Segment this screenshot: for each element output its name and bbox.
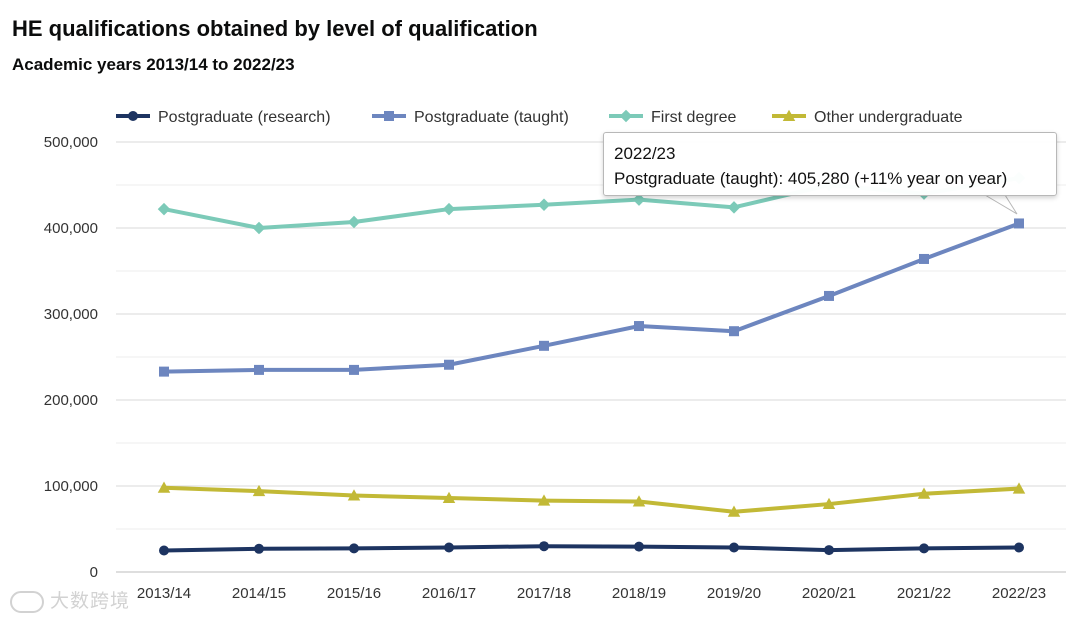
data-point[interactable] [634, 321, 644, 332]
watermark: 大数跨境 [10, 586, 130, 613]
x-tick-label: 2021/22 [897, 585, 951, 602]
y-axis: 0 100,000 200,000 300,000 400,000 500,000 [44, 134, 98, 581]
y-tick-label: 400,000 [44, 220, 98, 237]
data-point[interactable] [822, 497, 836, 510]
chart-title: HE qualifications obtained by level of q… [12, 16, 538, 41]
tooltip-arrow [983, 194, 1018, 215]
data-point[interactable] [537, 198, 551, 212]
y-tick-label: 500,000 [44, 134, 98, 151]
legend-label: Postgraduate (research) [158, 109, 331, 126]
data-point[interactable] [1012, 482, 1026, 494]
tooltip: 2022/23 Postgraduate (taught): 405,280 (… [603, 132, 1057, 196]
data-point[interactable] [537, 494, 551, 506]
x-tick-label: 2016/17 [422, 585, 476, 602]
y-tick-label: 0 [90, 564, 98, 581]
data-point[interactable] [159, 366, 169, 377]
tooltip-value: Postgraduate (taught): 405,280 (+11% yea… [614, 169, 1008, 188]
data-point[interactable] [539, 541, 549, 552]
data-point[interactable] [254, 364, 264, 375]
legend-marker [384, 111, 394, 121]
chart-subtitle: Academic years 2013/14 to 2022/23 [12, 55, 295, 74]
tooltip-year: 2022/23 [614, 144, 676, 163]
data-point[interactable] [729, 326, 739, 337]
data-point[interactable] [919, 543, 929, 554]
series-layer [157, 171, 1026, 556]
series-group [159, 541, 1024, 556]
y-tick-label: 100,000 [44, 478, 98, 495]
x-tick-label: 2018/19 [612, 585, 666, 602]
legend-label: Postgraduate (taught) [414, 109, 569, 126]
series-line [162, 221, 1021, 374]
data-point[interactable] [159, 545, 169, 556]
legend-label: Other undergraduate [814, 109, 963, 126]
data-point[interactable] [254, 543, 264, 554]
data-point[interactable] [444, 542, 454, 553]
data-point[interactable] [347, 215, 361, 229]
data-point[interactable] [157, 202, 171, 216]
data-point[interactable] [824, 290, 834, 301]
data-point[interactable] [157, 481, 171, 493]
data-point[interactable] [444, 359, 454, 370]
watermark-logo-icon [10, 590, 44, 613]
legend-item[interactable]: Postgraduate (taught) [372, 109, 569, 126]
data-point[interactable] [824, 545, 834, 556]
data-point[interactable] [919, 253, 929, 264]
legend-marker [619, 109, 633, 123]
data-point[interactable] [442, 202, 456, 216]
legend-item[interactable]: First degree [609, 109, 736, 126]
series-line [162, 544, 1021, 553]
x-tick-label: 2015/16 [327, 585, 381, 602]
y-tick-label: 200,000 [44, 392, 98, 409]
data-point[interactable] [729, 542, 739, 553]
x-tick-label: 2020/21 [802, 585, 856, 602]
y-tick-label: 300,000 [44, 306, 98, 323]
data-point[interactable] [1014, 218, 1024, 229]
legend-marker [782, 109, 796, 121]
series-group [159, 218, 1024, 377]
x-tick-label: 2019/20 [707, 585, 761, 602]
data-point[interactable] [349, 543, 359, 554]
tooltip-pointer [983, 194, 1018, 215]
data-point[interactable] [1014, 542, 1024, 553]
data-point[interactable] [252, 484, 266, 497]
legend-marker [128, 111, 138, 121]
watermark-text: 大数跨境 [50, 590, 131, 612]
x-tick-label: 2017/18 [517, 585, 571, 602]
data-point[interactable] [347, 489, 361, 501]
data-point[interactable] [727, 201, 741, 214]
data-point[interactable] [539, 340, 549, 351]
gridlines [116, 141, 1066, 573]
data-point[interactable] [727, 505, 741, 517]
series-line [162, 485, 1021, 514]
x-tick-label: 2013/14 [137, 585, 191, 602]
data-point[interactable] [252, 221, 266, 235]
data-point[interactable] [349, 364, 359, 375]
data-point[interactable] [442, 491, 456, 504]
x-tick-label: 2022/23 [992, 585, 1046, 602]
x-tick-label: 2014/15 [232, 585, 286, 602]
legend: Postgraduate (research) Postgraduate (tau… [116, 109, 1018, 215]
series-group [157, 481, 1026, 517]
data-point[interactable] [917, 487, 931, 499]
legend-item[interactable]: Other undergraduate [772, 109, 963, 126]
data-point[interactable] [632, 495, 646, 507]
x-axis: 2013/14 2014/15 2015/16 2016/17 2017/18 2018/… [137, 585, 1046, 602]
legend-label: First degree [651, 109, 736, 126]
data-point[interactable] [634, 541, 644, 552]
legend-item[interactable]: Postgraduate (research) [116, 109, 331, 126]
data-point[interactable] [632, 193, 646, 206]
